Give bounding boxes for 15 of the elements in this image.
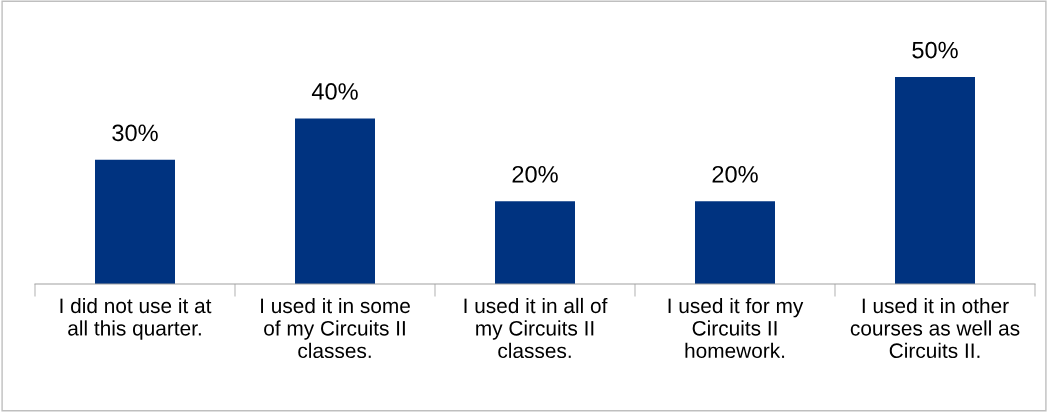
data-label: 20%: [512, 165, 558, 183]
bar: [695, 201, 775, 284]
x-tick-label: I used it in some of my Circuits II classes.: [261, 297, 410, 359]
bar: [95, 159, 175, 284]
bar: [295, 118, 375, 284]
data-label: 40%: [311, 83, 358, 100]
data-label: 20%: [712, 165, 758, 183]
x-tick-label: I used it in all of my Circuits II classes.: [464, 297, 608, 359]
x-tick-label: I used it in other courses as well as Circuits II.: [850, 297, 1020, 359]
data-label: 50%: [912, 41, 958, 59]
x-tick-label: I did not use it at all this quarter.: [60, 297, 212, 340]
x-tick-label: I used it for my Circuits II homework.: [668, 297, 804, 359]
data-label: 30%: [112, 124, 158, 142]
bar: [495, 201, 575, 284]
bar: [895, 76, 975, 284]
